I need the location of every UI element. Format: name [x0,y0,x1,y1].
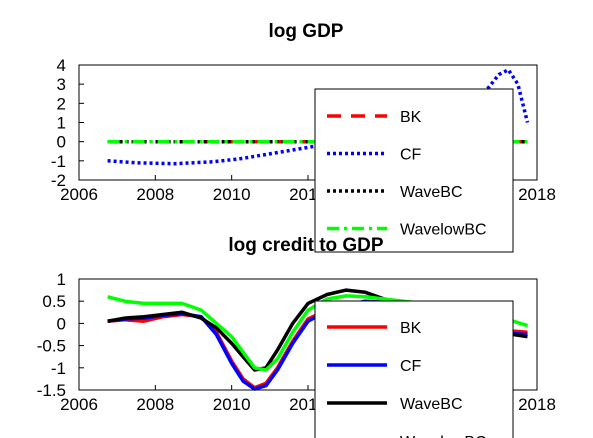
x-tick-label: 2010 [213,395,251,414]
y-tick-label: 3 [57,75,66,94]
y-tick-label: 1 [57,270,66,289]
legend-label: WavelowBC [400,222,487,239]
y-tick-label: 2 [57,94,66,113]
legend: BK CF WaveBC WavelowBC [314,88,514,253]
chart-log-credit-to-gdp: log credit to GDP 2006200820102012201420… [37,235,556,438]
x-tick-label: 2006 [60,395,98,414]
legend-label: BK [400,320,422,337]
legend-label: CF [400,358,422,375]
legend-box [314,300,514,438]
y-tick-label: 0 [57,133,66,152]
y-tick-label: -1 [51,152,66,171]
x-tick-label: 2008 [136,185,174,204]
y-tick-label: -1 [51,359,66,378]
chart-title: log credit to GDP [228,235,384,256]
legend-label: CF [400,147,422,164]
x-tick-label: 2008 [136,395,174,414]
x-tick-label: 2010 [213,185,251,204]
legend-label: WavelowBC [400,434,487,438]
x-tick-label: 2006 [60,185,98,204]
legend-box [314,88,514,253]
x-tick-label: 2018 [518,395,556,414]
y-tick-label: -0.5 [37,337,66,356]
y-tick-label: 0 [57,314,66,333]
chart-title: log GDP [269,21,344,42]
series-line-cf [107,68,530,166]
y-tick-label: 4 [57,56,66,75]
legend-label: WaveBC [400,396,463,413]
y-tick-label: 1 [57,114,66,133]
legend-label: BK [400,109,422,126]
y-tick-label: -1.5 [37,381,66,400]
legend-label: WaveBC [400,184,463,201]
y-tick-label: 0.5 [42,292,66,311]
x-tick-label: 2018 [518,185,556,204]
chart-log-gdp: log GDP 2006200820102012201420162018-2-1… [51,21,556,253]
legend: BK CF WaveBC WavelowBC [314,300,514,438]
y-tick-label: -2 [51,171,66,190]
